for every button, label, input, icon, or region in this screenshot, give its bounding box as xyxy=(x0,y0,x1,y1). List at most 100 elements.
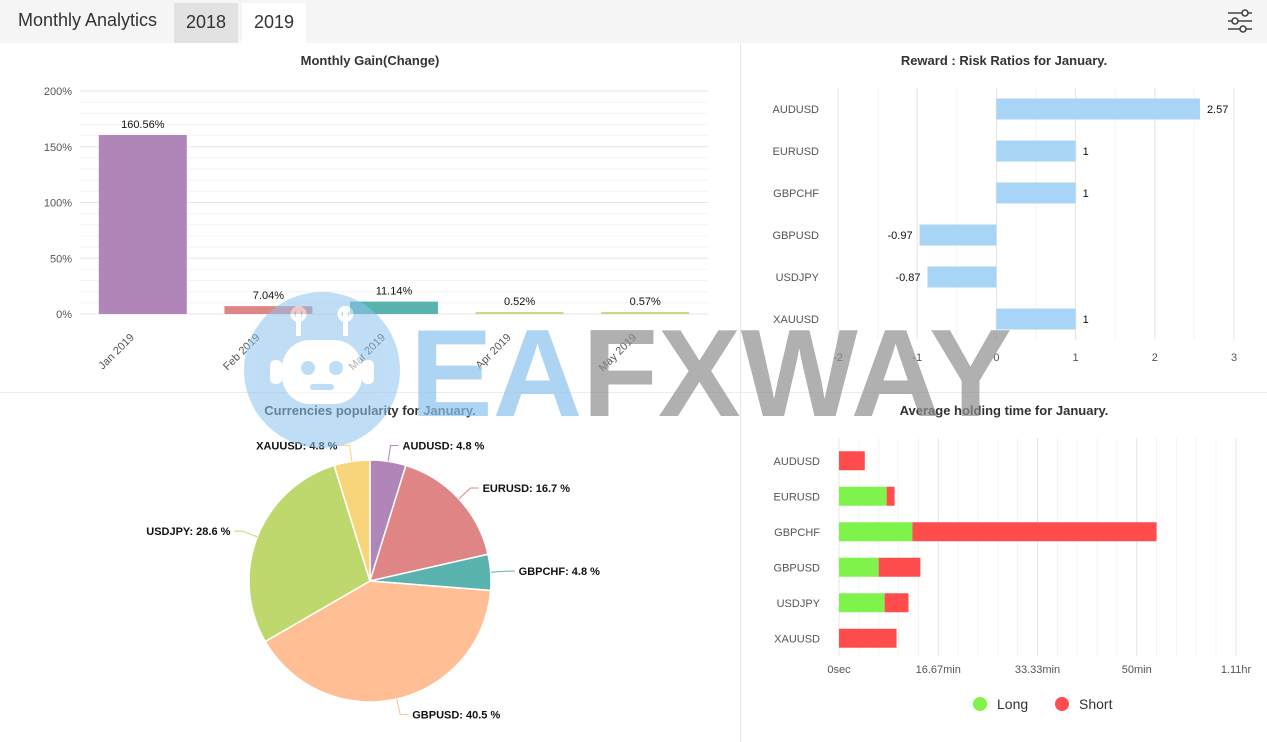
holding-bar-short xyxy=(886,486,895,506)
risk-bar xyxy=(919,224,997,246)
x-tick-label: Mar 2019 xyxy=(347,332,388,373)
pie-connector xyxy=(458,487,479,500)
y-tick-label: 0% xyxy=(56,309,72,321)
currencies-popularity-chart: Currencies popularity for January. AUDUS… xyxy=(146,403,601,722)
pie-slice xyxy=(368,464,489,583)
y-tick-label: AUDUSD xyxy=(774,456,821,468)
holding-time-chart: Average holding time for January. 0sec 16… xyxy=(774,403,1252,676)
pie-label: AUDUSD: 4.8 % xyxy=(403,441,485,453)
x-tick-label: 3 xyxy=(1231,352,1237,364)
legend-label-long: Long xyxy=(997,696,1029,712)
data-label: 1 xyxy=(1083,188,1089,200)
holding-bar-short xyxy=(912,522,1157,542)
legend-item-long[interactable]: Long xyxy=(973,696,1028,712)
risk-bar xyxy=(927,266,997,288)
y-tick-label: 150% xyxy=(44,142,72,154)
reward-risk-chart: Reward : Risk Ratios for January. -2 -1 0 1… xyxy=(773,53,1238,364)
pie-slice xyxy=(264,580,492,703)
gain-bar xyxy=(475,312,564,314)
x-tick-label: May 2019 xyxy=(597,332,640,375)
page-title: Monthly Analytics xyxy=(18,10,158,30)
x-tick-label: 33.33min xyxy=(1015,664,1060,676)
y-tick-label: EURUSD xyxy=(773,146,820,158)
holding-bar-long xyxy=(839,593,885,613)
pie-connector xyxy=(387,445,399,462)
gain-bar xyxy=(224,306,313,314)
monthly-gain-chart: Monthly Gain(Change) 0% 50% 100% 150% 200% 16… xyxy=(44,53,708,375)
y-tick-label: 100% xyxy=(44,198,72,210)
currencies-popularity-panel: Currencies popularity for January. AUDUS… xyxy=(0,393,740,742)
data-label: 0.52% xyxy=(504,296,535,308)
legend-dot-short xyxy=(1055,697,1069,711)
gain-bar xyxy=(98,134,187,314)
data-label: 1 xyxy=(1083,314,1089,326)
data-label: 2.57 xyxy=(1207,104,1228,116)
x-tick-label: 1.11hr xyxy=(1221,664,1252,676)
holding-bar-long xyxy=(839,486,887,506)
chart-title: Reward : Risk Ratios for January. xyxy=(901,53,1107,68)
legend-item-short[interactable]: Short xyxy=(1055,696,1112,712)
legend-dot-long xyxy=(973,697,987,711)
x-tick-label: -1 xyxy=(912,352,922,364)
y-tick-label: 200% xyxy=(44,86,72,98)
reward-risk-panel: Reward : Risk Ratios for January. -2 -1 0 1… xyxy=(741,43,1267,392)
pie-connector xyxy=(490,570,515,573)
chart-title: Currencies popularity for January. xyxy=(264,403,475,418)
pie-connector xyxy=(234,530,258,538)
y-tick-label: USDJPY xyxy=(776,272,820,284)
x-tick-label: Apr 2019 xyxy=(474,332,514,372)
holding-time-panel: Average holding time for January. 0sec 16… xyxy=(741,393,1267,742)
x-tick-label: -2 xyxy=(833,352,843,364)
risk-bar xyxy=(996,98,1200,120)
holding-bar-short xyxy=(884,593,909,613)
x-tick-label: 1 xyxy=(1073,352,1079,364)
panel-divider-horizontal xyxy=(0,392,1267,393)
tab-2018[interactable]: 2018 xyxy=(174,3,238,43)
pie-connector xyxy=(341,445,353,462)
pie-slice xyxy=(333,459,371,582)
sliders-icon[interactable] xyxy=(1226,8,1254,34)
holding-bar-short xyxy=(839,451,865,471)
pie-label: XAUUSD: 4.8 % xyxy=(256,441,338,453)
data-label: 0.57% xyxy=(630,296,661,308)
pie-connector xyxy=(396,698,409,716)
top-bar: Monthly Analytics 2018 2019 xyxy=(0,0,1267,43)
x-tick-label: 16.67min xyxy=(916,664,961,676)
y-tick-label: XAUUSD xyxy=(773,314,819,326)
pie-label: USDJPY: 28.6 % xyxy=(146,526,230,538)
data-label: -0.87 xyxy=(895,272,920,284)
legend-label-short: Short xyxy=(1079,696,1113,712)
data-label: -0.97 xyxy=(887,230,912,242)
tab-2019[interactable]: 2019 xyxy=(242,3,306,43)
holding-bar-long xyxy=(839,522,913,542)
y-tick-label: GBPCHF xyxy=(773,188,819,200)
x-tick-label: 0sec xyxy=(827,664,851,676)
data-label: 160.56% xyxy=(121,119,165,131)
y-tick-label: USDJPY xyxy=(777,598,821,610)
monthly-gain-panel: Monthly Gain(Change) 0% 50% 100% 150% 200% 16… xyxy=(0,43,740,392)
x-tick-label: 0 xyxy=(993,352,999,364)
pie-label: GBPUSD: 40.5 % xyxy=(412,710,500,722)
y-tick-label: XAUUSD xyxy=(774,633,820,645)
y-tick-label: GBPUSD xyxy=(773,230,820,242)
chart-title: Monthly Gain(Change) xyxy=(301,53,440,68)
x-tick-label: Jan 2019 xyxy=(96,332,136,372)
gain-bar xyxy=(350,301,438,314)
risk-bar xyxy=(996,308,1076,330)
y-tick-label: EURUSD xyxy=(774,491,821,503)
risk-bar xyxy=(996,182,1076,204)
pie-label: EURUSD: 16.7 % xyxy=(483,483,571,495)
x-tick-label: 2 xyxy=(1152,352,1158,364)
x-tick-label: Feb 2019 xyxy=(221,332,262,373)
y-tick-label: GBPUSD xyxy=(774,562,821,574)
y-tick-label: 50% xyxy=(50,253,72,265)
y-tick-label: AUDUSD xyxy=(773,104,820,116)
chart-title: Average holding time for January. xyxy=(900,403,1109,418)
data-label: 1 xyxy=(1083,146,1089,158)
x-tick-label: 50min xyxy=(1122,664,1152,676)
holding-bar-short xyxy=(878,557,921,577)
pie-label: GBPCHF: 4.8 % xyxy=(519,566,601,578)
data-label: 7.04% xyxy=(253,290,284,302)
holding-bar-long xyxy=(839,557,879,577)
gain-bar xyxy=(601,312,690,314)
